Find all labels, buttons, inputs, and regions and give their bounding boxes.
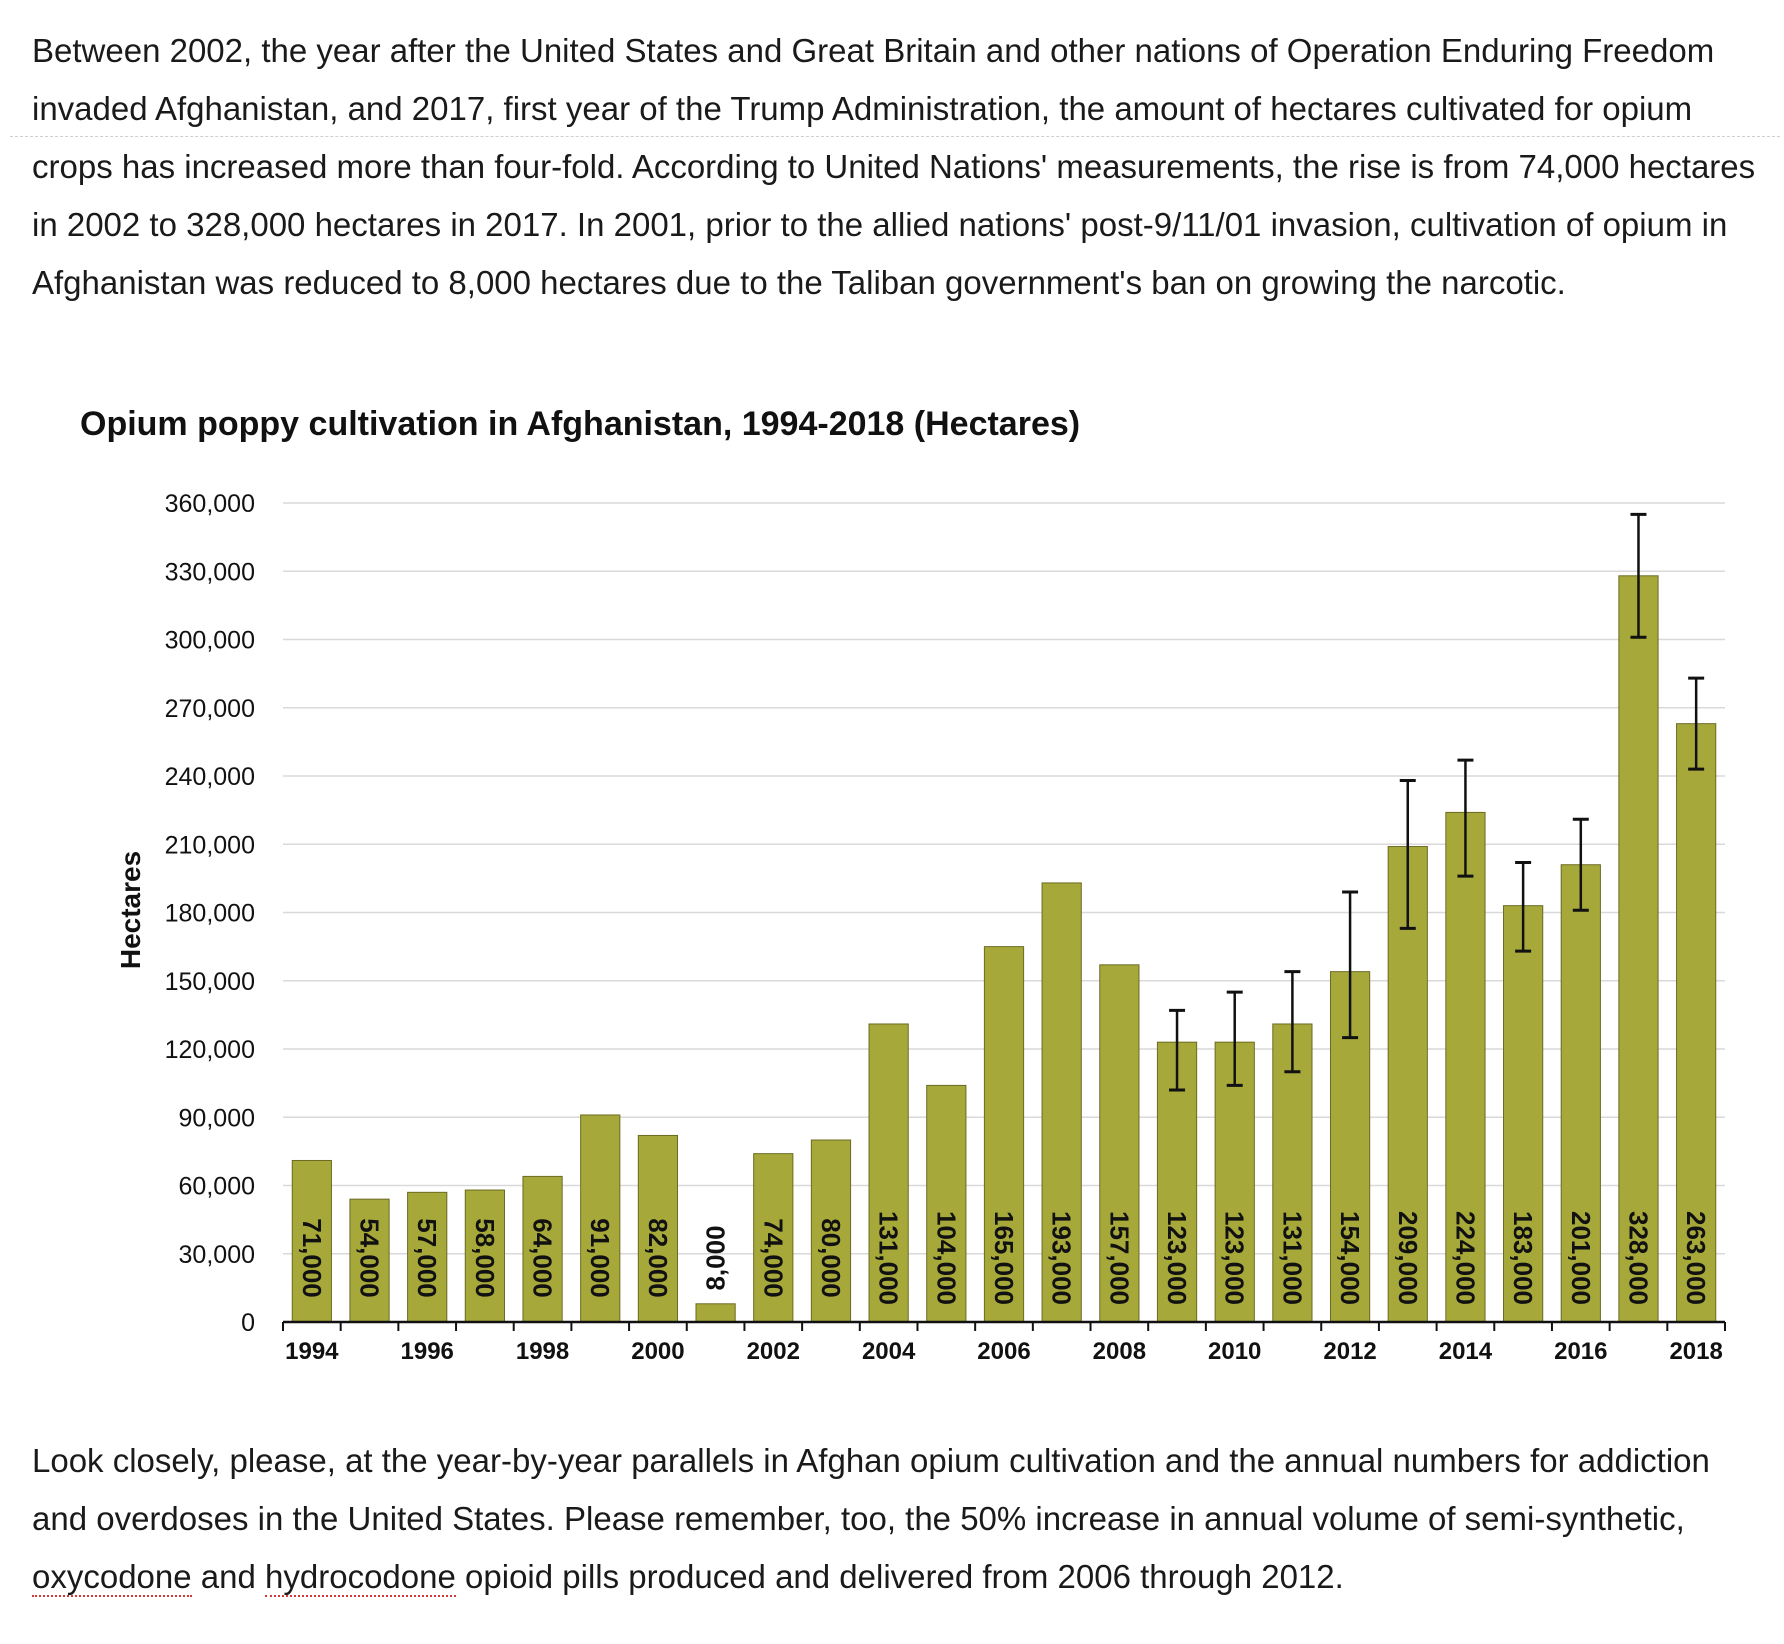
error-bar-2016 bbox=[1572, 817, 1589, 912]
x-tick-label: 2000 bbox=[631, 1338, 684, 1365]
outro-text-start: Look closely, please, at the year-by-yea… bbox=[32, 1442, 1710, 1537]
opium-cultivation-bar-chart: 0 30,000 60,000 90,000 120,000 150,000 180,000… bbox=[115, 490, 1726, 1365]
bar-label-2013: 209,000 bbox=[1393, 1211, 1423, 1305]
bar-2003 bbox=[810, 1139, 852, 1323]
error-bar-2017 bbox=[1630, 512, 1647, 639]
bar-1997 bbox=[464, 1189, 505, 1323]
x-tick-label: 2018 bbox=[1669, 1338, 1722, 1365]
oxycodone-link[interactable]: oxycodone bbox=[32, 1558, 192, 1597]
x-tick-label: 2016 bbox=[1554, 1338, 1607, 1365]
bar-label-2011: 131,000 bbox=[1277, 1211, 1307, 1305]
x-tick-label: 2008 bbox=[1093, 1338, 1146, 1365]
error-bar-2018 bbox=[1688, 676, 1705, 771]
bar-1995 bbox=[349, 1198, 390, 1323]
bar-1996 bbox=[407, 1191, 448, 1323]
intro-paragraph: Between 2002, the year after the United … bbox=[32, 32, 1756, 301]
outro-paragraph: Look closely, please, at the year-by-yea… bbox=[32, 1432, 1772, 1606]
x-axis bbox=[282, 1320, 1726, 1331]
hydrocodone-link[interactable]: hydrocodone bbox=[265, 1558, 456, 1597]
y-tick-label: 330,000 bbox=[165, 558, 255, 586]
x-tick-label: 2004 bbox=[862, 1338, 916, 1365]
y-tick-label: 360,000 bbox=[165, 490, 255, 518]
x-axis-tick-labels: 1994 1996 1998 2000 2002 2004 2006 2008 2010 2012… bbox=[285, 1338, 1723, 1365]
bar-label-2015: 183,000 bbox=[1508, 1211, 1538, 1305]
y-tick-label: 210,000 bbox=[165, 831, 255, 859]
bar-2002 bbox=[753, 1153, 794, 1323]
bar-label-2010: 123,000 bbox=[1220, 1211, 1250, 1305]
bar-label-2009: 123,000 bbox=[1162, 1211, 1192, 1305]
bar-label-1995: 54,000 bbox=[355, 1218, 385, 1298]
y-tick-label: 90,000 bbox=[179, 1104, 255, 1132]
outro-text-mid: and bbox=[191, 1558, 266, 1595]
y-tick-label: 150,000 bbox=[165, 968, 255, 996]
x-tick-label: 2006 bbox=[977, 1338, 1030, 1365]
error-bars bbox=[1169, 512, 1705, 1092]
bar-label-2014: 224,000 bbox=[1450, 1211, 1480, 1305]
bar-2017 bbox=[1618, 575, 1659, 1323]
y-tick-label: 240,000 bbox=[165, 763, 255, 791]
bar-2006 bbox=[983, 946, 1025, 1323]
bar-1994 bbox=[291, 1159, 332, 1323]
x-tick-label: 1994 bbox=[285, 1338, 339, 1365]
bar-2018 bbox=[1676, 723, 1717, 1323]
bar-2008 bbox=[1099, 964, 1140, 1323]
bar-label-2004: 131,000 bbox=[874, 1211, 904, 1305]
chart-title: Opium poppy cultivation in Afghanistan, … bbox=[80, 405, 1081, 443]
bar-2011 bbox=[1272, 1023, 1313, 1323]
bar-label-2006: 165,000 bbox=[989, 1211, 1019, 1305]
x-tick-label: 2012 bbox=[1323, 1338, 1376, 1365]
error-bar-2010 bbox=[1226, 990, 1243, 1087]
bar-label-2008: 157,000 bbox=[1104, 1211, 1134, 1305]
x-tick-label: 2010 bbox=[1208, 1338, 1261, 1365]
bar-label-1996: 57,000 bbox=[412, 1218, 442, 1298]
error-bar-2013 bbox=[1399, 779, 1416, 930]
outro-text-end: opioid pills produced and delivered from… bbox=[455, 1558, 1344, 1595]
bar-2015 bbox=[1503, 905, 1544, 1323]
bar-data-labels: 71,000 54,000 57,000 58,000 64,000 91,000 82,0… bbox=[297, 1211, 1711, 1305]
y-tick-label: 120,000 bbox=[165, 1036, 255, 1064]
y-axis-tick-labels: 0 30,000 60,000 90,000 120,000 150,000 180,000… bbox=[165, 490, 255, 1337]
x-tick-label: 1998 bbox=[516, 1338, 569, 1365]
bar-label-1998: 64,000 bbox=[528, 1218, 558, 1298]
bar-2016 bbox=[1560, 864, 1601, 1323]
y-tick-label: 30,000 bbox=[179, 1241, 255, 1269]
bar-label-2001: 8,000 bbox=[701, 1225, 731, 1290]
y-tick-label: 300,000 bbox=[165, 627, 255, 655]
error-bar-2014 bbox=[1457, 758, 1474, 878]
bar-label-2007: 193,000 bbox=[1047, 1211, 1077, 1305]
bar-label-1997: 58,000 bbox=[470, 1218, 500, 1298]
bar-label-1994: 71,000 bbox=[297, 1218, 327, 1298]
bar-2005 bbox=[926, 1084, 967, 1323]
bar-label-2005: 104,000 bbox=[931, 1211, 961, 1305]
bar-2001 bbox=[695, 1303, 736, 1323]
error-bar-2009 bbox=[1169, 1008, 1186, 1092]
bar-label-2000: 82,000 bbox=[643, 1218, 673, 1298]
bar-label-1999: 91,000 bbox=[585, 1218, 615, 1298]
y-tick-label: 270,000 bbox=[165, 695, 255, 723]
bar-2010 bbox=[1214, 1041, 1255, 1323]
x-tick-label: 1996 bbox=[401, 1338, 454, 1365]
bar-2000 bbox=[637, 1134, 679, 1323]
error-bar-2015 bbox=[1515, 860, 1532, 953]
error-bar-2011 bbox=[1284, 970, 1301, 1074]
x-tick-label: 2014 bbox=[1439, 1338, 1493, 1365]
y-tick-label: 0 bbox=[241, 1309, 255, 1337]
bar-label-2018: 263,000 bbox=[1681, 1211, 1711, 1305]
y-axis-label: Hectares bbox=[115, 851, 146, 969]
bar-label-2017: 328,000 bbox=[1623, 1211, 1653, 1305]
x-tick-label: 2002 bbox=[747, 1338, 800, 1365]
bar-2007 bbox=[1041, 882, 1082, 1323]
bar-2004 bbox=[868, 1023, 909, 1323]
bar-label-2003: 80,000 bbox=[816, 1218, 846, 1298]
bar-label-2002: 74,000 bbox=[758, 1218, 788, 1298]
error-bar-2012 bbox=[1342, 890, 1359, 1040]
bar-label-2016: 201,000 bbox=[1566, 1211, 1596, 1305]
bar-label-2012: 154,000 bbox=[1335, 1211, 1365, 1305]
bars bbox=[291, 575, 1717, 1323]
y-tick-label: 60,000 bbox=[179, 1173, 255, 1201]
y-tick-label: 180,000 bbox=[165, 900, 255, 928]
text-divider bbox=[10, 136, 1780, 137]
